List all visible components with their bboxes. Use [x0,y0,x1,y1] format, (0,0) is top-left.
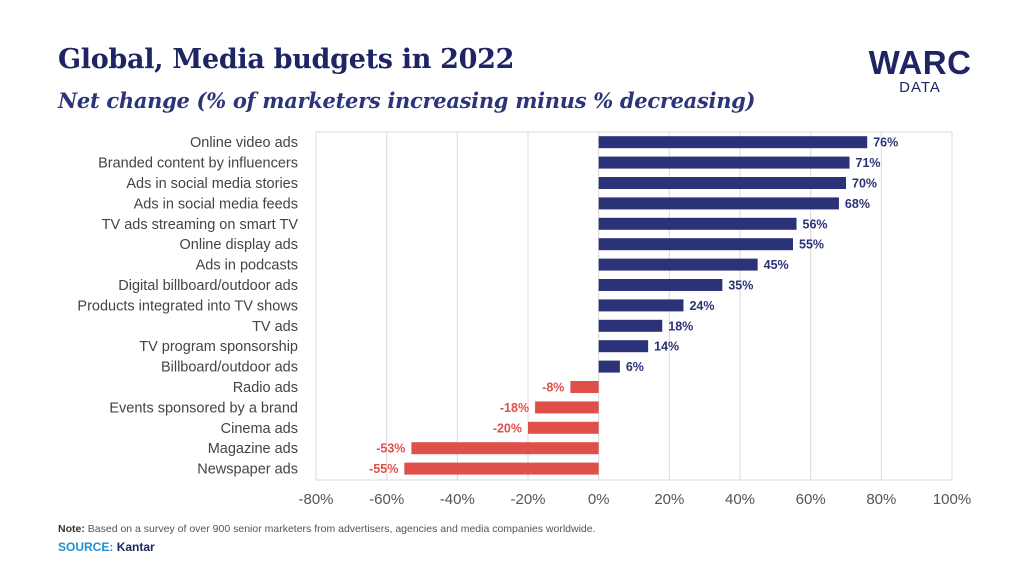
x-tick-label: -80% [298,491,333,508]
logo-wordmark: WARC [868,44,972,81]
data-label: -53% [376,442,405,456]
category-label: Radio ads [233,380,298,396]
data-label: 35% [728,279,753,293]
data-label: 6% [626,360,644,374]
data-label: 76% [873,136,898,150]
bar [528,421,599,434]
category-label: Ads in podcasts [196,258,298,274]
bar [570,381,599,393]
bar [404,462,599,475]
data-label: -55% [369,462,398,476]
x-tick-label: 40% [725,491,755,508]
bar [598,319,663,332]
warc-data-logo: WARC DATA [862,46,978,96]
data-label: 56% [803,217,828,231]
source-label: SOURCE: [58,540,114,554]
note-text: Based on a survey of over 900 senior mar… [87,523,596,535]
bar [598,258,758,271]
source-value: Kantar [116,540,155,554]
note-label: Note: [58,523,85,535]
source-line: SOURCE: Kantar [58,540,155,554]
data-label: 70% [852,177,877,191]
data-label: 24% [689,299,714,313]
category-label: Branded content by influencers [98,156,298,172]
bar [598,177,846,189]
category-label: Digital billboard/outdoor ads [118,278,298,294]
footnote: Note: Based on a survey of over 900 seni… [58,523,596,535]
x-tick-label: -20% [510,491,545,508]
category-label: Cinema ads [221,421,298,437]
data-label: 14% [654,340,679,354]
data-label: -18% [500,401,529,415]
category-label: Events sponsored by a brand [109,400,298,416]
data-label: -20% [493,421,522,435]
logo-subtext: DATA [899,79,941,96]
bar [598,136,868,149]
bar [598,279,723,291]
bar [598,238,793,251]
category-label: TV program sponsorship [139,339,298,355]
data-label: 45% [764,258,789,272]
category-label: TV ads streaming on smart TV [102,217,299,233]
category-label: Ads in social media feeds [134,196,298,212]
x-tick-label: -40% [440,491,475,508]
chart-title: Global, Media budgets in 2022 [58,44,515,75]
x-tick-label: 0% [588,491,610,508]
x-tick-label: 100% [933,491,971,508]
data-label: 18% [668,319,693,333]
category-label: Products integrated into TV shows [77,298,298,314]
data-label: 71% [856,156,881,170]
category-label: Newspaper ads [197,462,298,478]
bar [598,360,620,373]
x-tick-label: 80% [866,491,896,508]
bar [598,156,850,169]
category-label: Ads in social media stories [126,176,298,192]
data-label: 55% [799,238,824,252]
bar [411,442,599,455]
category-label: Online video ads [190,135,298,151]
bar [598,217,797,230]
bar [598,340,649,353]
category-label: Billboard/outdoor ads [161,360,298,376]
x-tick-label: -60% [369,491,404,508]
x-tick-label: 60% [796,491,826,508]
category-label: Online display ads [180,237,299,253]
bar [598,299,684,312]
x-tick-label: 20% [654,491,684,508]
bar [535,401,599,414]
chart-subtitle: Net change (% of marketers increasing mi… [58,88,756,113]
category-label: TV ads [252,319,298,335]
category-label: Magazine ads [208,441,298,457]
bar [598,197,839,210]
data-label: 68% [845,197,870,211]
data-label: -8% [542,381,564,395]
